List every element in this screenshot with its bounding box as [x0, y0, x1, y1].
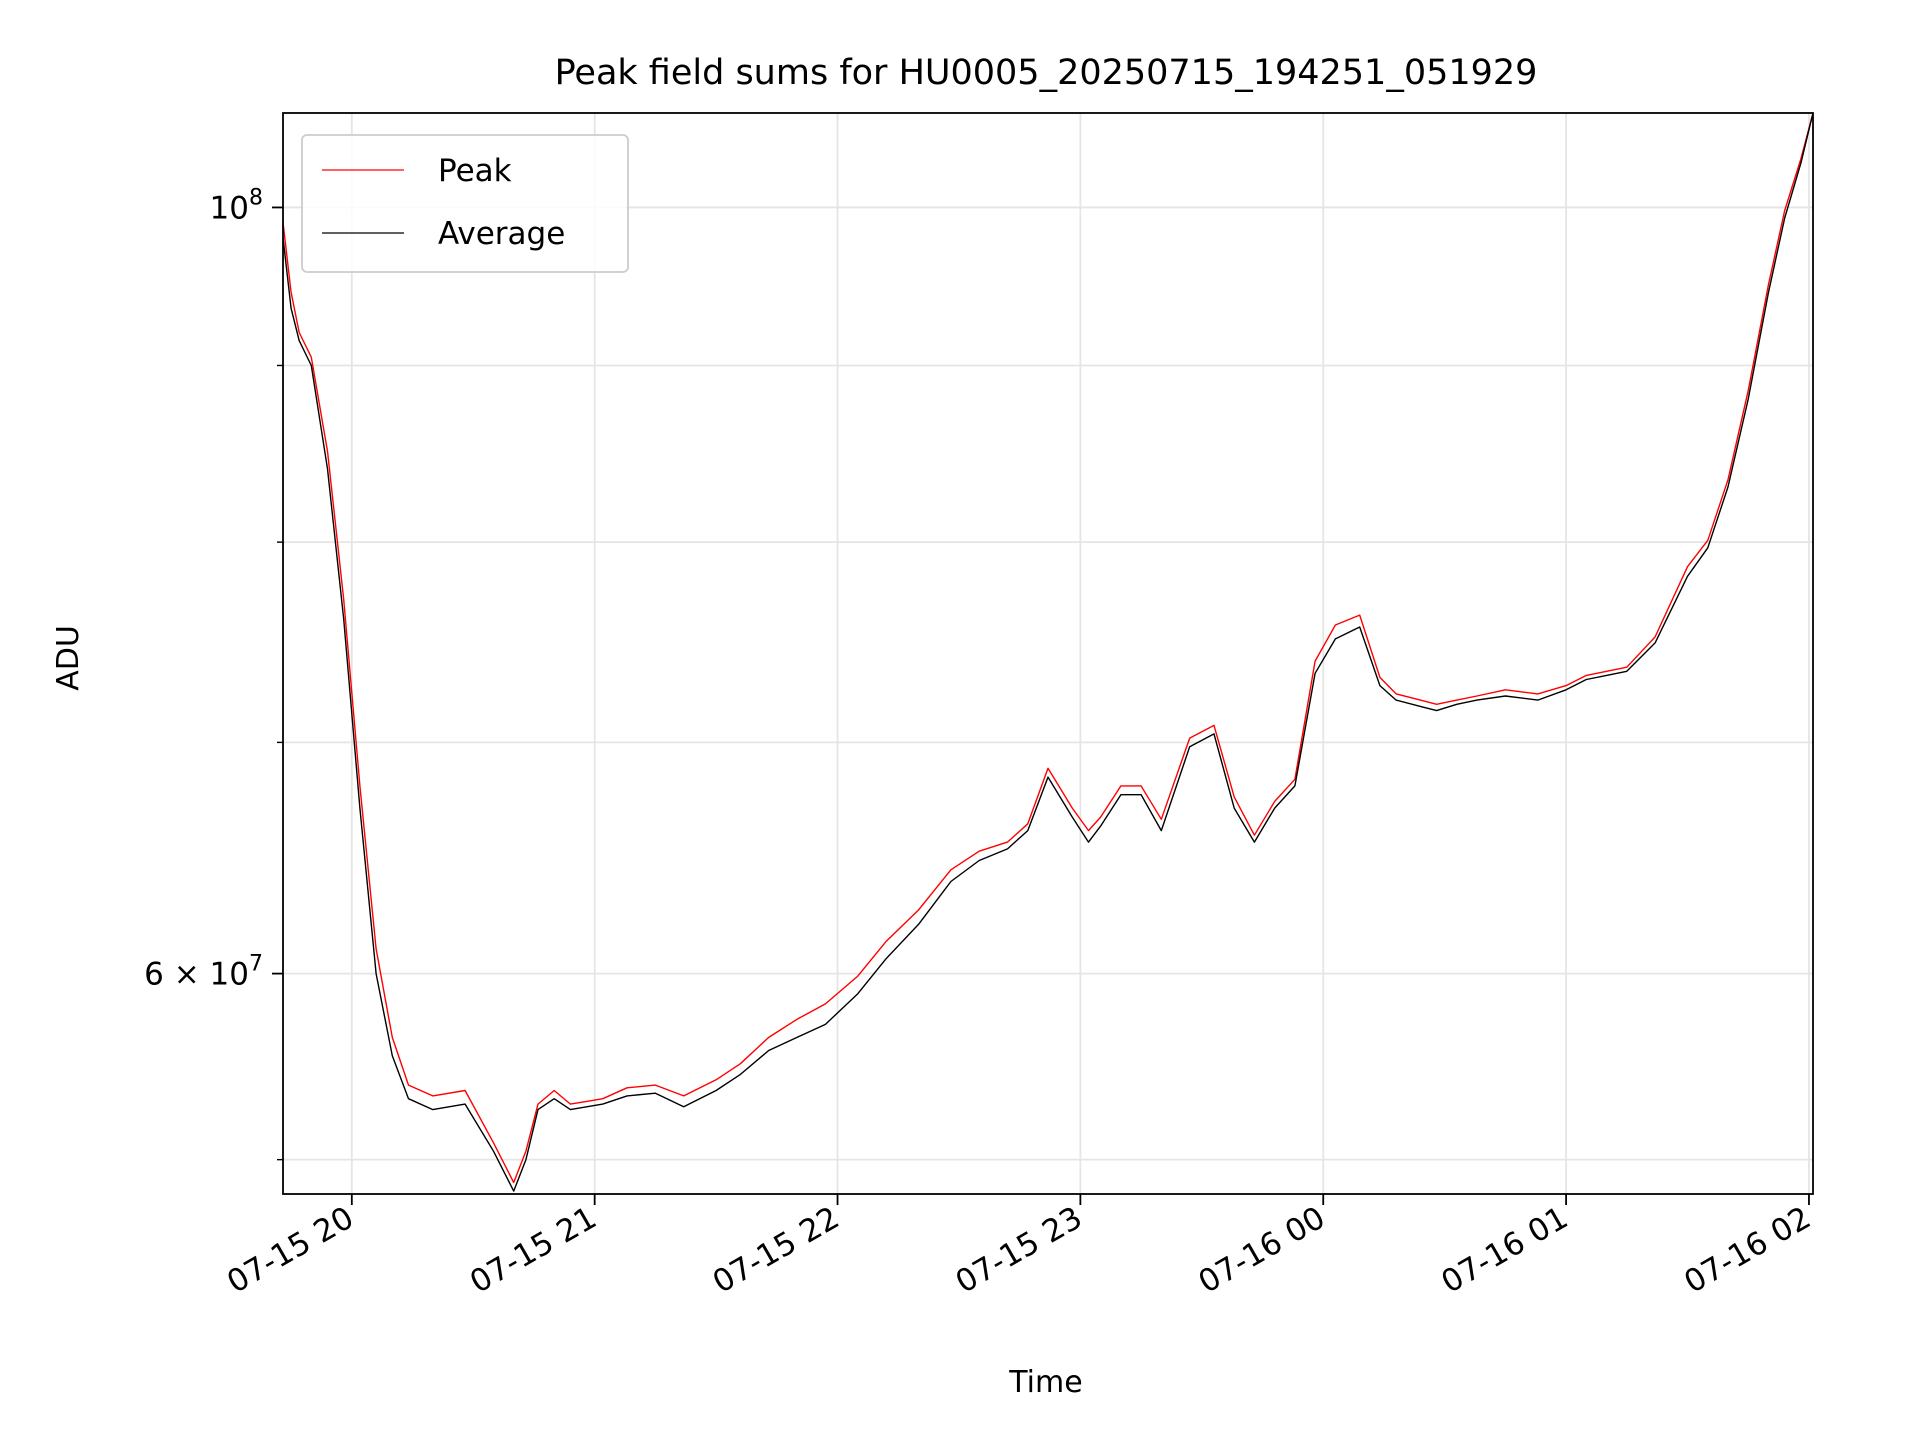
grid-lines — [283, 113, 1813, 1194]
series-layer — [282, 112, 1814, 1192]
legend-label-peak: Peak — [438, 153, 512, 189]
legend-label-average: Average — [438, 216, 565, 252]
series-line-peak — [282, 112, 1814, 1184]
chart-title: Peak field sums for HU0005_20250715_1942… — [555, 53, 1538, 93]
series-line-average — [282, 112, 1814, 1192]
x-axis-label: Time — [1008, 1365, 1082, 1400]
y-tick-label: 108 — [210, 185, 263, 226]
legend: Peak Average — [301, 134, 629, 273]
plot-frame — [282, 112, 1814, 1195]
y-axis-label: ADU — [51, 625, 86, 691]
y-tick-label: 6 × 107 — [144, 952, 263, 993]
legend-box — [301, 134, 629, 273]
